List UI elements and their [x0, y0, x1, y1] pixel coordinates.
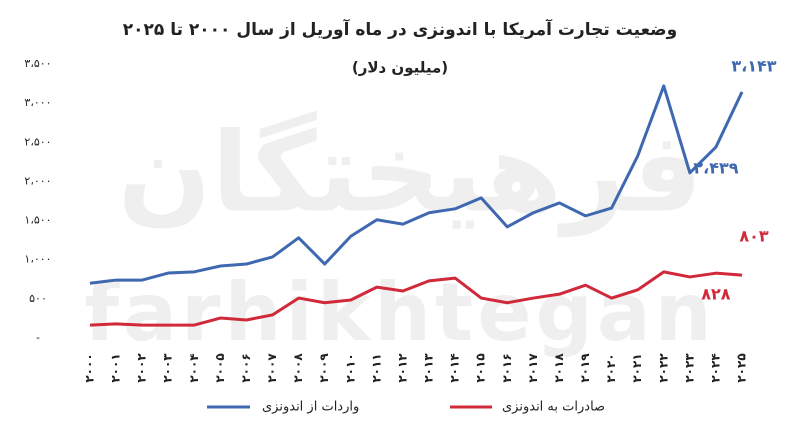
- data-label: ۸۲۸: [701, 285, 731, 304]
- x-tick-label: ۲۰۰۸: [291, 353, 305, 383]
- x-tick-label: ۲۰۰۲: [135, 353, 149, 383]
- data-label: ۳،۱۴۳: [731, 56, 776, 75]
- y-tick-label: ۵۰۰: [29, 292, 47, 305]
- y-tick-label: ۱،۵۰۰: [24, 214, 51, 227]
- x-tick-label: ۲۰۲۵: [735, 353, 749, 382]
- x-tick-label: ۲۰۱۵: [474, 353, 488, 382]
- y-tick-label: ۳،۵۰۰: [24, 57, 51, 70]
- y-tick-label: ۱،۰۰۰: [24, 253, 51, 266]
- x-tick-label: ۲۰۲۱: [630, 353, 644, 382]
- x-tick-label: ۲۰۰۶: [239, 353, 253, 382]
- x-tick-label: ۲۰۱۰: [343, 353, 357, 382]
- x-tick-label: ۲۰۱۸: [552, 353, 566, 383]
- x-tick-label: ۲۰۰۳: [161, 353, 175, 383]
- y-tick-label: ۲،۰۰۰: [24, 174, 51, 187]
- x-tick-label: ۲۰۱۹: [578, 353, 592, 383]
- x-tick-label: ۲۰۲۴: [708, 353, 722, 382]
- data-label: ۸۰۳: [739, 227, 769, 246]
- series-line: [89, 270, 743, 327]
- x-tick-label: ۲۰۱۴: [448, 353, 462, 382]
- chart-subtitle: (میلیون دلار): [352, 59, 448, 77]
- x-tick-label: ۲۰۱۱: [369, 353, 383, 382]
- x-tick-label: ۲۰۰۷: [265, 353, 279, 383]
- y-tick-label: ۳،۰۰۰: [24, 96, 51, 109]
- x-tick-label: ۲۰۱۷: [526, 353, 540, 383]
- legend-label: صادرات به اندونزی: [502, 400, 605, 415]
- x-tick-label: ۲۰۲۰: [604, 353, 618, 382]
- x-tick-label: ۲۰۱۶: [500, 353, 514, 382]
- chart-title: وضعیت تجارت آمریکا با اندونزی در ماه آور…: [123, 18, 677, 40]
- y-tick-label: ۲،۵۰۰: [24, 135, 51, 148]
- watermark: farhikhtegan: [84, 266, 715, 359]
- x-tick-label: ۲۰۰۰: [83, 353, 97, 382]
- legend-label: واردات از اندونزی: [262, 400, 359, 415]
- x-tick-label: ۲۰۰۹: [317, 353, 331, 383]
- watermark: فرهیختگان: [118, 108, 703, 237]
- x-tick-label: ۲۰۰۴: [187, 353, 201, 382]
- x-tick-label: ۲۰۱۲: [395, 353, 409, 383]
- y-tick-label: -: [36, 331, 40, 344]
- x-tick-label: ۲۰۱۳: [422, 353, 436, 383]
- series-line: [89, 84, 744, 285]
- x-tick-label: ۲۰۲۲: [656, 353, 670, 383]
- x-tick-label: ۲۰۲۳: [682, 353, 696, 383]
- data-label: ۲،۴۳۹: [693, 159, 738, 178]
- x-tick-label: ۲۰۰۱: [109, 353, 123, 382]
- x-tick-label: ۲۰۰۵: [213, 353, 227, 382]
